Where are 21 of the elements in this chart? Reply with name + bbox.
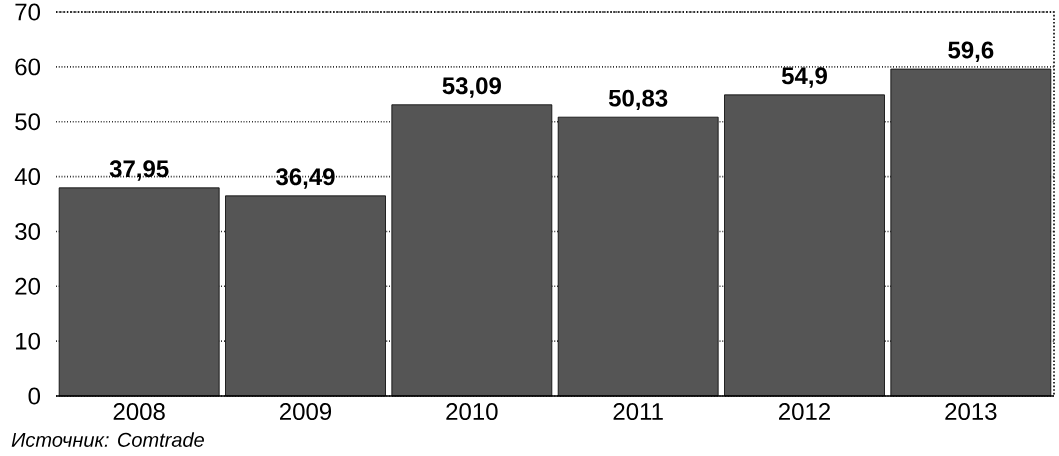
y-tick-label: 30 xyxy=(15,222,41,240)
y-tick-label: 40 xyxy=(14,168,41,186)
y-tick-label: 20 xyxy=(15,277,41,295)
data-label: 53,09 xyxy=(442,77,501,98)
x-tick-label: 2011 xyxy=(613,403,663,421)
y-tick-label: 10 xyxy=(16,332,41,350)
y-tick-label: 50 xyxy=(15,113,41,131)
x-tick-label: 2008 xyxy=(113,403,165,421)
data-label: 59,6 xyxy=(948,41,994,62)
x-tick-label: 2009 xyxy=(280,403,332,421)
data-label: 50,83 xyxy=(608,89,668,111)
data-label: 36,49 xyxy=(276,168,335,189)
data-label: 54,9 xyxy=(781,67,827,88)
x-tick-label: 2010 xyxy=(446,403,498,421)
x-tick-label: 2012 xyxy=(779,403,830,421)
y-tick-label: 70 xyxy=(15,3,41,21)
y-tick-label: 60 xyxy=(15,58,41,76)
x-tick-label: 2013 xyxy=(945,403,997,421)
data-label: 37,95 xyxy=(109,160,169,181)
y-tick-label: 0 xyxy=(28,387,41,405)
text: Источник: Comtrade xyxy=(11,432,204,447)
